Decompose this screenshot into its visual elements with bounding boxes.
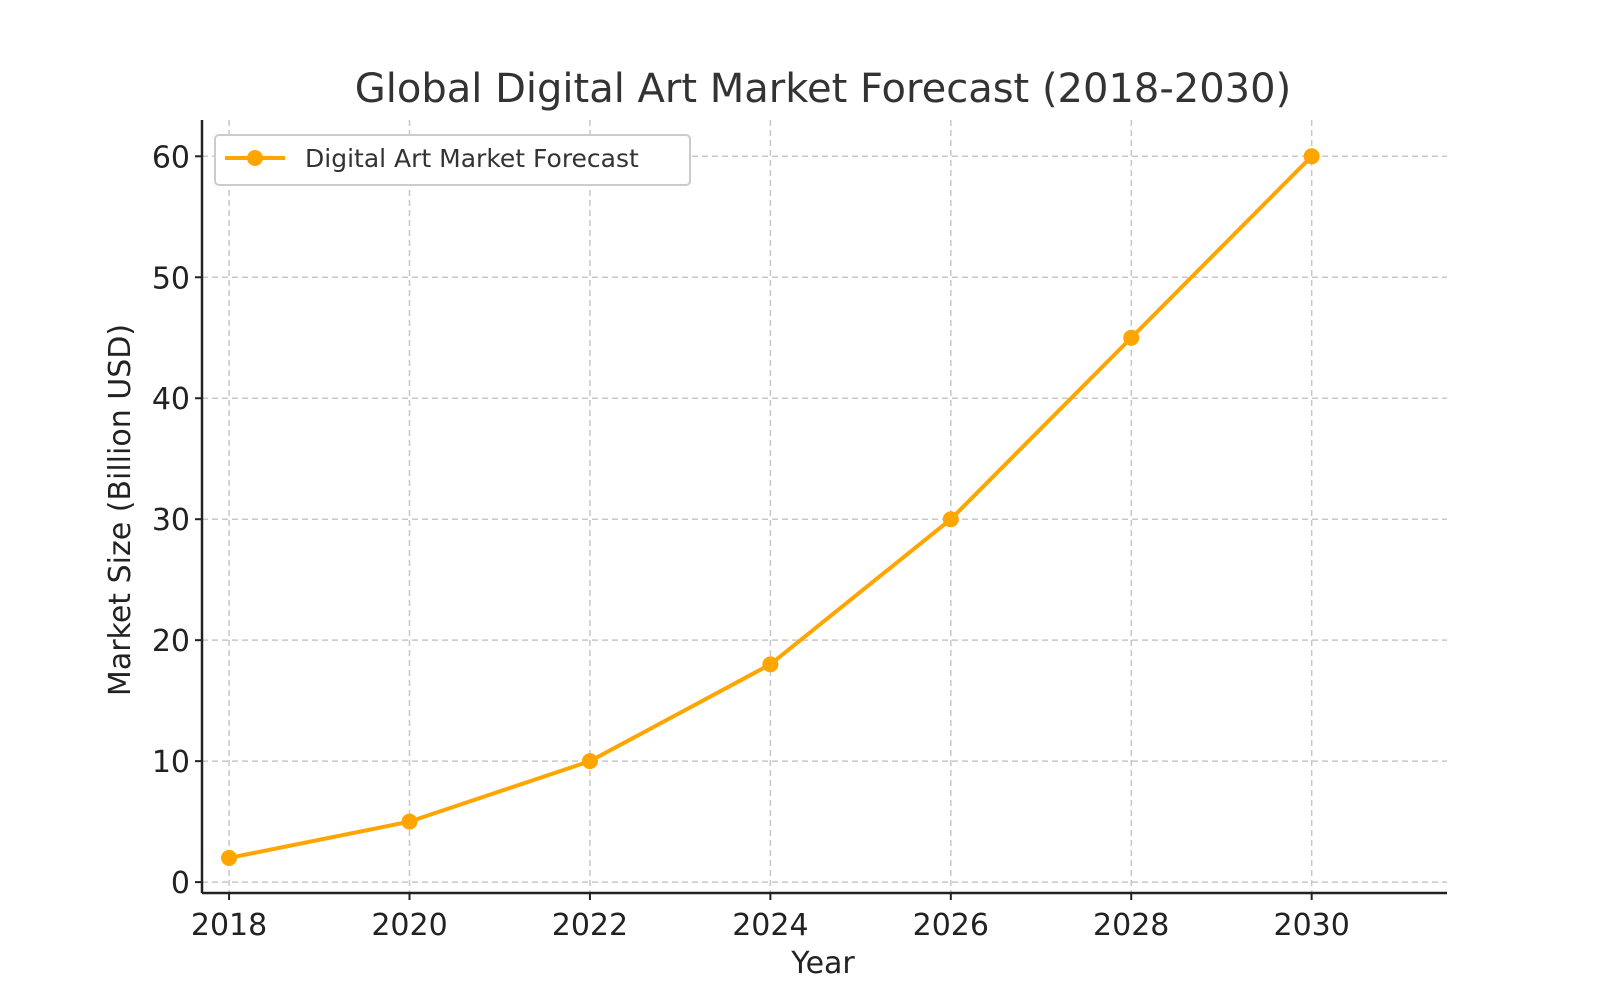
x-tick-label: 2020 — [371, 908, 447, 943]
axes — [200, 120, 1447, 895]
y-tick-label: 20 — [152, 624, 190, 659]
data-point — [762, 656, 779, 673]
y-tick-label: 10 — [152, 745, 190, 780]
x-tick-label: 2026 — [913, 908, 989, 943]
y-tick-label: 30 — [152, 503, 190, 538]
data-point — [401, 813, 418, 830]
x-tick-label: 2022 — [552, 908, 628, 943]
x-tick-label: 2018 — [191, 908, 267, 943]
series — [221, 148, 1320, 866]
data-point — [1303, 148, 1320, 165]
x-tick-label: 2024 — [732, 908, 808, 943]
y-axis-ticks: 0 10 20 30 40 50 60 — [152, 140, 202, 901]
y-tick-label: 60 — [152, 140, 190, 175]
y-tick-label: 40 — [152, 382, 190, 417]
x-tick-label: 2028 — [1093, 908, 1169, 943]
x-tick-label: 2030 — [1273, 908, 1349, 943]
y-axis-label: Market Size (Billion USD) — [103, 324, 138, 696]
grid — [202, 120, 1447, 893]
legend-label: Digital Art Market Forecast — [305, 144, 639, 173]
data-point — [221, 849, 238, 866]
legend-box — [214, 134, 691, 186]
chart-title: Global Digital Art Market Forecast (2018… — [355, 66, 1291, 112]
legend: Digital Art Market Forecast — [214, 134, 691, 186]
data-point — [581, 753, 598, 770]
legend-swatch-marker — [247, 150, 263, 166]
y-tick-label: 50 — [152, 261, 190, 296]
data-point — [942, 511, 959, 528]
x-axis-label: Year — [790, 946, 855, 981]
data-point — [1123, 329, 1140, 346]
x-axis-ticks: 2018 2020 2022 2024 2026 2028 2030 — [191, 893, 1350, 943]
y-tick-label: 0 — [171, 866, 190, 901]
